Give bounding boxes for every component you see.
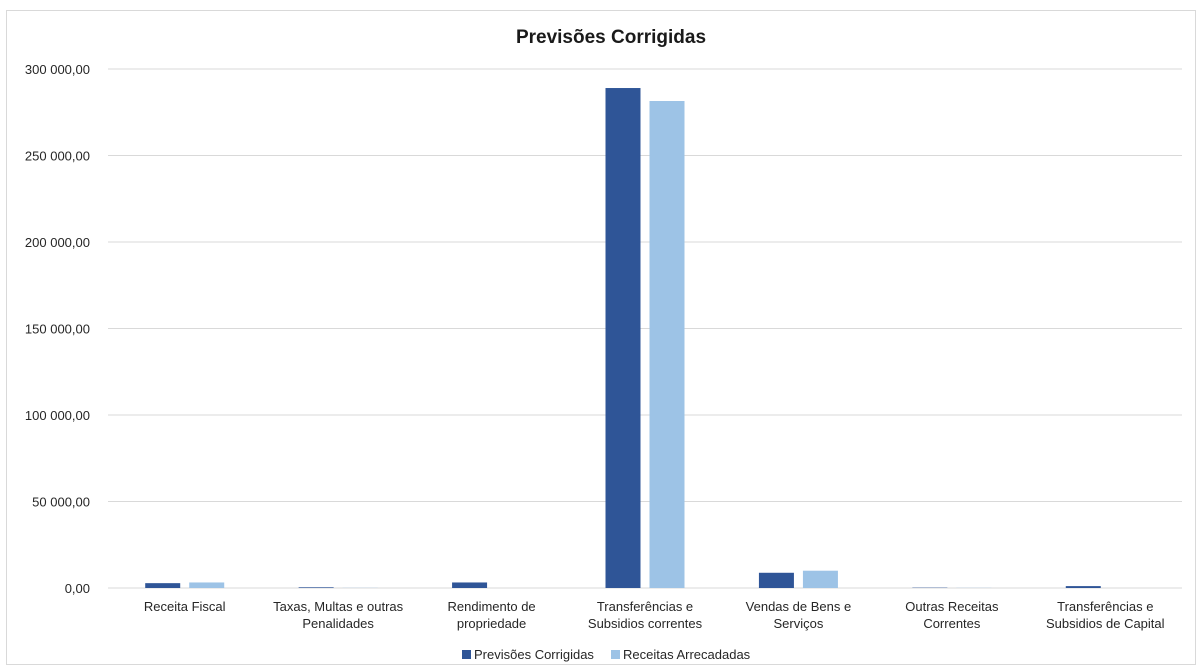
x-category-label: Correntes [923, 616, 981, 631]
bar [649, 101, 685, 588]
bar [452, 582, 488, 588]
bar [189, 582, 225, 588]
y-tick-label: 150 000,00 [25, 322, 90, 337]
y-tick-label: 50 000,00 [32, 495, 90, 510]
y-tick-label: 100 000,00 [25, 408, 90, 423]
y-tick-labels: 0,00 50 000,00 100 000,00 150 000,00 200 000… [25, 62, 90, 596]
x-category-label: Rendimento de [447, 599, 535, 614]
bar [802, 570, 838, 588]
legend-swatch [611, 650, 620, 659]
bar [1065, 586, 1101, 588]
x-category-label: Subsidios correntes [588, 616, 703, 631]
y-tick-label: 0,00 [65, 581, 90, 596]
x-category-label: Transferências e [597, 599, 693, 614]
x-category-labels: Receita Fiscal Taxas, Multas e outras Pena… [144, 599, 1165, 631]
x-category-label: Penalidades [302, 616, 374, 631]
x-category-label: Transferências e [1057, 599, 1153, 614]
x-category-label: Taxas, Multas e outras [273, 599, 404, 614]
x-category-label: propriedade [457, 616, 526, 631]
bar [605, 88, 641, 588]
bars [145, 88, 1101, 588]
x-category-label: Outras Receitas [905, 599, 999, 614]
legend-label: Receitas Arrecadadas [623, 647, 751, 662]
legend: Previsões Corrigidas Receitas Arrecadadas [462, 647, 751, 662]
bar [758, 572, 794, 588]
gridlines [108, 68, 1182, 589]
x-category-label: Serviços [773, 616, 823, 631]
y-tick-label: 200 000,00 [25, 235, 90, 250]
y-tick-label: 300 000,00 [25, 62, 90, 77]
chart-title: Previsões Corrigidas [516, 27, 706, 48]
y-tick-label: 250 000,00 [25, 149, 90, 164]
legend-swatch [462, 650, 471, 659]
x-category-label: Subsidios de Capital [1046, 616, 1165, 631]
x-category-label: Receita Fiscal [144, 599, 226, 614]
x-category-label: Vendas de Bens e [746, 599, 852, 614]
chart-frame [6, 10, 1196, 665]
legend-label: Previsões Corrigidas [474, 647, 594, 662]
bar [145, 583, 181, 588]
bar [298, 587, 334, 588]
